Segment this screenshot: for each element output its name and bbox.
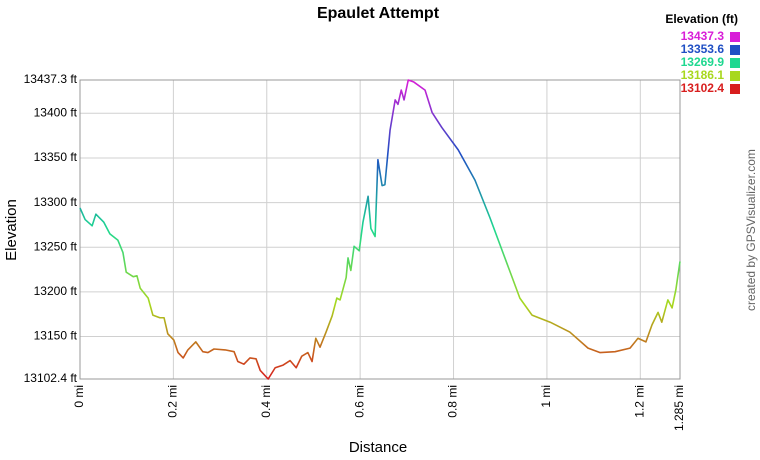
legend-swatch bbox=[730, 45, 740, 55]
y-tick-label: 13300 ft bbox=[34, 195, 78, 209]
chart-title: Epaulet Attempt bbox=[317, 5, 440, 22]
legend-swatch bbox=[730, 32, 740, 42]
y-tick-label: 13437.3 ft bbox=[24, 72, 78, 86]
legend-swatch bbox=[730, 71, 740, 81]
y-tick-label: 13350 ft bbox=[34, 150, 78, 164]
legend-label: 13186.1 bbox=[681, 68, 725, 82]
plot-frame bbox=[79, 79, 681, 380]
legend-label: 13269.9 bbox=[681, 55, 725, 69]
y-tick-label: 13400 ft bbox=[34, 105, 78, 119]
x-axis-label: Distance bbox=[349, 439, 407, 456]
y-tick-label: 13250 ft bbox=[34, 239, 78, 253]
legend-label: 13437.3 bbox=[681, 29, 725, 43]
credit: created by GPSVisualizer.com bbox=[744, 149, 758, 311]
y-axis-label: Elevation bbox=[3, 199, 20, 261]
x-tick-label: 0 mi bbox=[72, 385, 86, 408]
x-tick-label: 0.2 mi bbox=[166, 385, 180, 418]
y-tick-label: 13102.4 ft bbox=[24, 371, 78, 385]
x-tick-label: 1.285 mi bbox=[672, 385, 686, 431]
x-tick-label: 0.6 mi bbox=[352, 385, 366, 418]
x-tick-label: 1.2 mi bbox=[632, 385, 646, 418]
legend-label: 13102.4 bbox=[681, 81, 725, 95]
y-tick-label: 13150 ft bbox=[34, 329, 78, 343]
legend-label: 13353.6 bbox=[681, 42, 725, 56]
legend-title: Elevation (ft) bbox=[665, 12, 738, 26]
legend-swatch bbox=[730, 84, 740, 94]
elevation-line bbox=[79, 79, 681, 380]
x-tick-label: 0.8 mi bbox=[446, 385, 460, 418]
y-tick-label: 13200 ft bbox=[34, 284, 78, 298]
legend-swatch bbox=[730, 58, 740, 68]
x-tick-label: 1 mi bbox=[539, 385, 553, 408]
x-tick-label: 0.4 mi bbox=[259, 385, 273, 418]
